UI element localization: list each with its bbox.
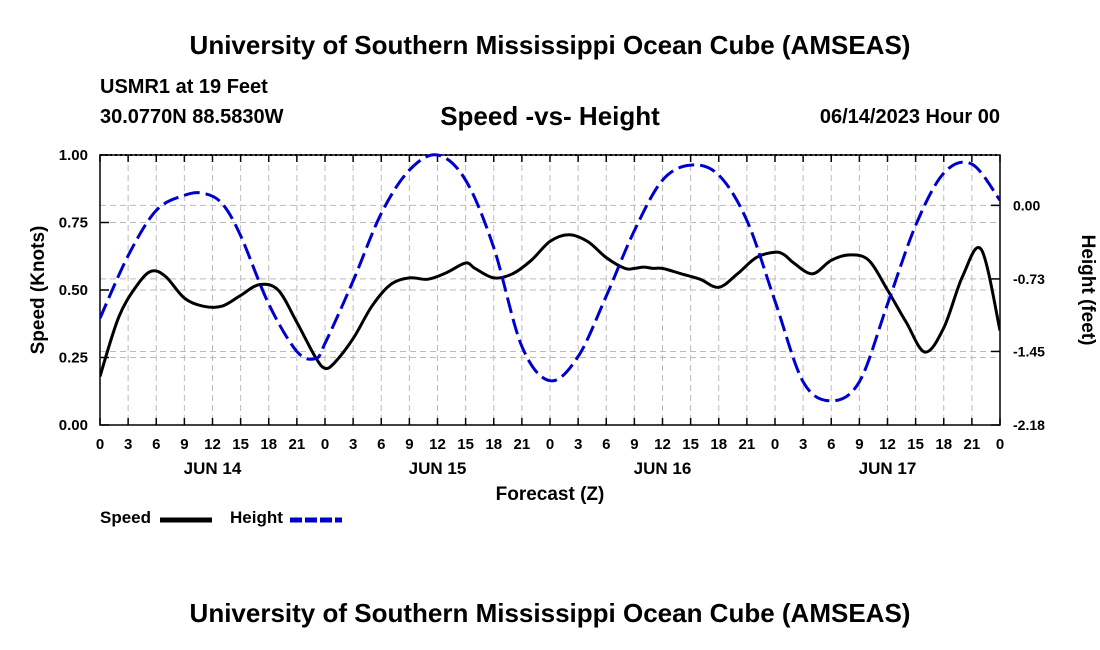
x-tick-label: 18 (260, 436, 277, 453)
x-tick-label: 15 (907, 436, 924, 453)
x-axis-title: Forecast (Z) (496, 484, 605, 505)
station-coordinates: 30.0770N 88.5830W (100, 106, 284, 128)
chart-title: Speed -vs- Height (440, 101, 660, 131)
y-tick-label: 0.00 (59, 417, 88, 434)
x-tick-label: 18 (710, 436, 727, 453)
x-tick-label: 6 (377, 436, 385, 453)
x-tick-label: 0 (546, 436, 554, 453)
series-line-height (100, 153, 1000, 403)
x-tick-label: 21 (739, 436, 756, 453)
legend-swatches (160, 517, 342, 523)
x-tick-label: 6 (602, 436, 610, 453)
x-tick-label: 3 (799, 436, 807, 453)
forecast-datetime: 06/14/2023 Hour 00 (819, 106, 1000, 128)
legend-speed-label: Speed (100, 508, 152, 527)
x-tick-label: 21 (514, 436, 531, 453)
x-tick-label: 3 (349, 436, 357, 453)
legend-height-label: Height (230, 508, 283, 527)
x-tick-label: 18 (485, 436, 502, 453)
x-tick-label: 6 (152, 436, 160, 453)
x-day-label: JUN 14 (184, 459, 242, 478)
x-tick-label: 3 (124, 436, 132, 453)
y-tick-label: 1.00 (59, 147, 88, 164)
x-tick-label: 18 (935, 436, 952, 453)
bottom-title: University of Southern Mississippi Ocean… (189, 598, 911, 628)
y2-tick-label: -1.45 (1013, 343, 1045, 359)
x-tick-label: 6 (827, 436, 835, 453)
y-axis-title: Speed (Knots) (28, 226, 49, 355)
x-tick-label: 15 (232, 436, 249, 453)
x-tick-label: 21 (289, 436, 306, 453)
x-tick-label: 15 (457, 436, 474, 453)
x-tick-label: 9 (180, 436, 188, 453)
top-title: University of Southern Mississippi Ocean… (189, 30, 911, 60)
series-line-speed (100, 233, 1000, 377)
x-tick-label: 12 (429, 436, 446, 453)
x-tick-label: 12 (879, 436, 896, 453)
y-tick-label: 0.50 (59, 282, 88, 299)
x-day-label: JUN 16 (634, 459, 692, 478)
x-day-label: JUN 17 (859, 459, 917, 478)
x-tick-label: 0 (321, 436, 329, 453)
y2-tick-label: -2.18 (1013, 417, 1045, 433)
station-label: USMR1 at 19 Feet (100, 76, 268, 98)
x-tick-label: 15 (682, 436, 699, 453)
y2-axis-title: Height (feet) (1077, 235, 1098, 346)
y-tick-label: 0.25 (59, 350, 88, 367)
x-tick-label: 9 (630, 436, 638, 453)
x-tick-label: 0 (96, 436, 104, 453)
x-tick-label: 9 (855, 436, 863, 453)
x-tick-label: 21 (964, 436, 981, 453)
y-tick-label: 0.75 (59, 215, 88, 232)
x-tick-label: 0 (771, 436, 779, 453)
x-tick-label: 3 (574, 436, 582, 453)
y2-tick-label: -0.73 (1013, 271, 1045, 287)
x-tick-label: 12 (654, 436, 671, 453)
x-tick-label: 9 (405, 436, 413, 453)
x-tick-label: 12 (204, 436, 221, 453)
y2-tick-label: 0.00 (1013, 197, 1040, 213)
x-tick-label: 0 (996, 436, 1004, 453)
x-day-label: JUN 15 (409, 459, 467, 478)
